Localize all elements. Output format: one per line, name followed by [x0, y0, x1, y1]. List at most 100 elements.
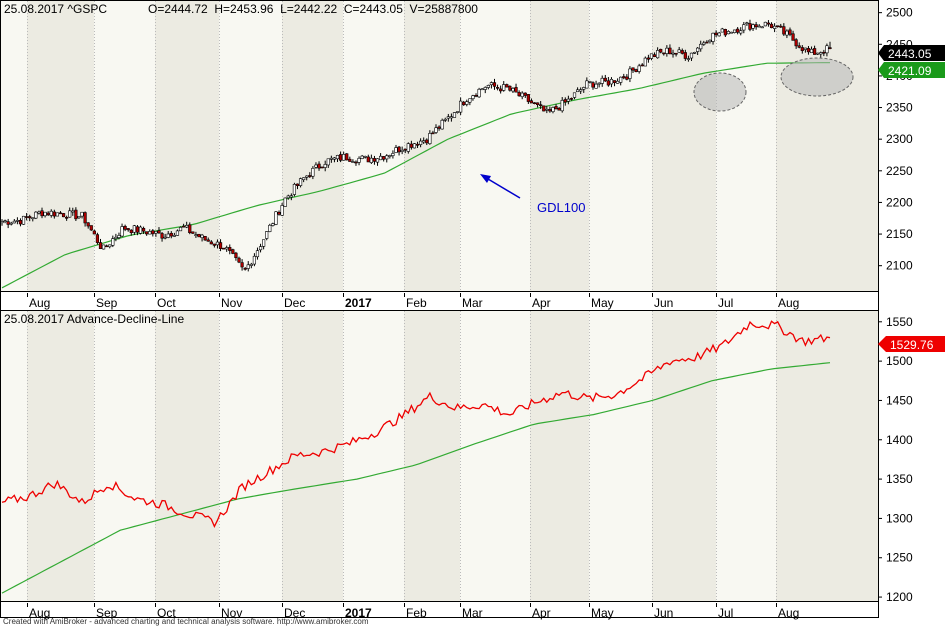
candle-body — [726, 31, 731, 35]
candle-body — [674, 52, 678, 55]
month-gridlines — [27, 1, 777, 601]
month-bands-bottom — [0, 311, 878, 601]
candle-body — [459, 100, 463, 113]
candle-body — [508, 85, 512, 91]
month-band — [27, 1, 94, 291]
y-tick-label: 1200 — [886, 590, 913, 604]
candle-body — [591, 82, 595, 88]
candle-body — [348, 158, 352, 162]
candle-body — [471, 95, 475, 100]
candle-body — [619, 76, 623, 83]
candle-body — [255, 250, 260, 258]
close-tag: 2443.05 — [878, 45, 945, 61]
month-label: Nov — [221, 606, 242, 620]
candle-body — [452, 112, 457, 118]
candle-body — [268, 224, 272, 232]
candle-body — [280, 205, 284, 216]
month-bands-top — [0, 1, 878, 291]
month-label: Jul — [718, 606, 733, 620]
candle-body — [295, 183, 300, 186]
candle-body — [766, 22, 771, 25]
candle-body — [748, 23, 752, 30]
month-band — [155, 1, 219, 291]
month-band — [343, 1, 404, 291]
month-label: May — [591, 606, 614, 620]
candle-body — [526, 94, 530, 102]
candle-body — [237, 257, 241, 263]
candle-body — [317, 163, 321, 169]
month-band — [530, 1, 589, 291]
month-label: Jun — [654, 296, 673, 310]
candle-body — [18, 220, 23, 225]
candle-body — [754, 24, 758, 28]
candle-body — [772, 25, 777, 29]
candle-body — [622, 76, 626, 79]
candle-body — [437, 126, 441, 129]
candle-body — [422, 140, 426, 143]
ad-tag-label: 1529.76 — [890, 338, 934, 352]
candle-body — [606, 80, 610, 86]
candle-body — [363, 156, 367, 158]
candle-body — [554, 106, 558, 110]
candle-body — [34, 211, 38, 219]
candle-body — [160, 233, 164, 239]
candle-body — [25, 216, 29, 218]
top-ohlc: O=2444.72 H=2453.96 L=2442.22 C=2443.05 … — [148, 2, 478, 16]
y-tick-label: 1550 — [886, 315, 913, 329]
candle-body — [274, 211, 278, 225]
month-band — [0, 1, 27, 291]
month-band — [776, 311, 878, 601]
candle-body — [643, 57, 647, 67]
candle-body — [548, 109, 552, 112]
candle-body — [120, 226, 124, 237]
candle-body — [569, 98, 574, 100]
candle-body — [502, 84, 506, 91]
candle-body — [634, 69, 638, 73]
candle-body — [489, 82, 494, 86]
candle-body — [55, 212, 60, 217]
candle-body — [9, 222, 13, 225]
candle-body — [419, 140, 423, 145]
candle-body — [61, 213, 66, 218]
candle-body — [705, 41, 709, 44]
candle-body — [132, 225, 136, 233]
month-band — [460, 311, 530, 601]
candle-body — [794, 39, 798, 47]
candle-body — [40, 210, 44, 217]
candle-body — [532, 102, 537, 104]
y-tick-label: 2100 — [886, 259, 913, 273]
candle-body — [71, 210, 75, 213]
month-band — [27, 311, 94, 601]
candle-body — [745, 22, 749, 25]
candle-body — [769, 23, 774, 29]
candle-body — [572, 92, 577, 98]
candle-body — [529, 100, 534, 104]
candle-body — [212, 243, 216, 246]
candle-body — [825, 45, 829, 54]
month-band — [155, 311, 219, 601]
candle-body — [455, 111, 460, 113]
candle-body — [557, 107, 561, 111]
candle-body — [542, 105, 546, 112]
candle-body — [385, 155, 389, 160]
candle-body — [175, 230, 180, 236]
candle-body — [172, 234, 176, 237]
month-label: Aug — [29, 296, 50, 310]
candle-body — [354, 161, 358, 164]
candle-body — [680, 50, 684, 54]
candle-body — [723, 29, 727, 36]
candle-body — [499, 88, 503, 92]
candle-body — [329, 157, 333, 160]
close-tag-label: 2443.05 — [888, 47, 932, 61]
candle-body — [646, 57, 650, 60]
candle-body — [813, 48, 817, 55]
candle-body — [289, 195, 293, 198]
month-labels-top: Aug Sep Oct Nov Dec 2017 Feb Mar Apr May Jun Jul Aug — [27, 293, 799, 310]
highlight-ellipse-jul — [693, 72, 747, 112]
candle-body — [15, 220, 19, 222]
candle-body — [406, 143, 410, 152]
candle-body — [80, 211, 84, 217]
candle-body — [225, 247, 229, 250]
